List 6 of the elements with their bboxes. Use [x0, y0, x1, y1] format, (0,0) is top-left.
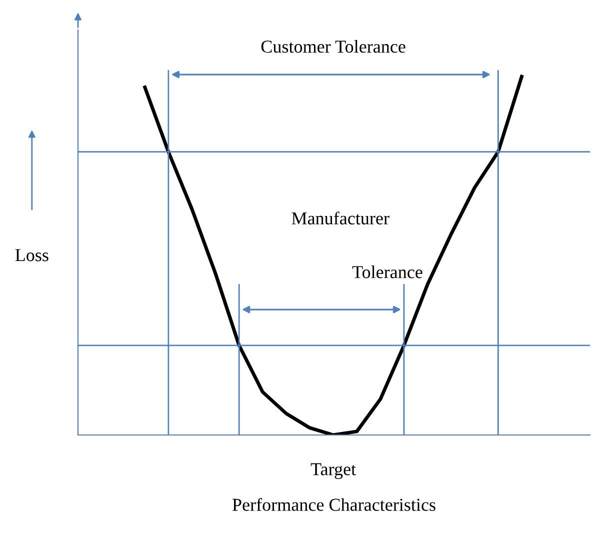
text: Target	[310, 463, 356, 480]
y-axis-title: Loss	[15, 249, 48, 262]
annotation: Manufacturer	[292, 212, 390, 224]
x-axis-title: Performance Characteristics	[232, 498, 436, 511]
annotation: Tolerance	[352, 266, 422, 278]
text: Customer Tolerance	[261, 40, 406, 53]
